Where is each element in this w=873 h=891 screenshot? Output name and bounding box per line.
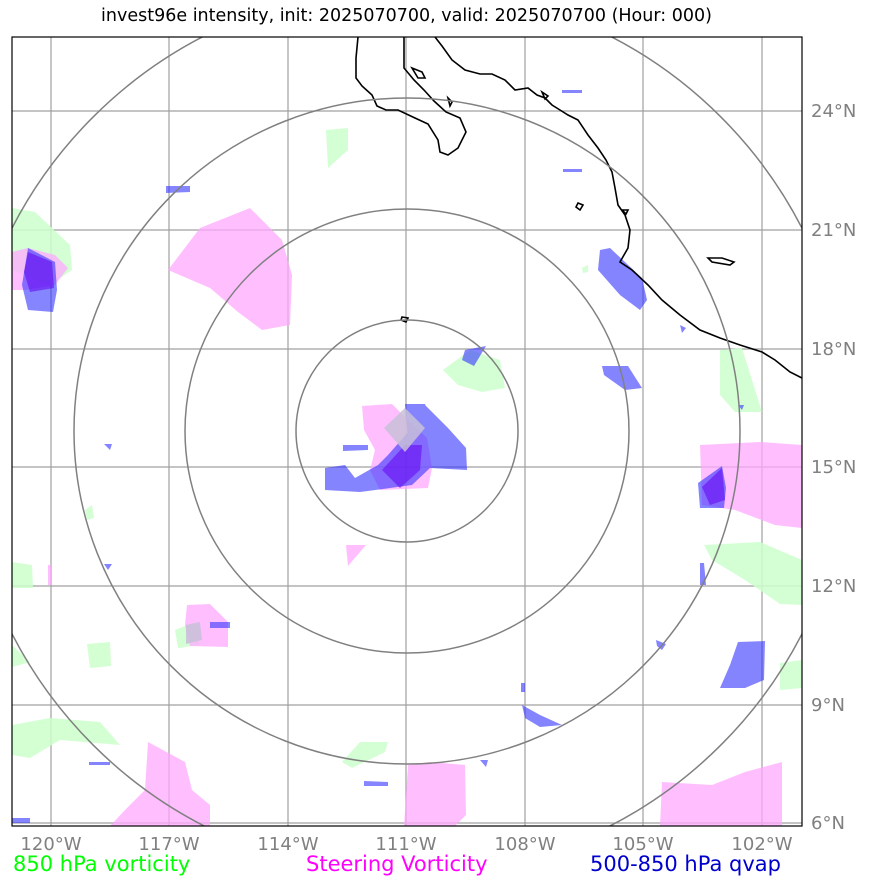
lat-tick-label: 12°N <box>811 576 856 597</box>
lat-tick-label: 24°N <box>811 101 856 122</box>
lon-tick-label: 105°W <box>612 834 673 855</box>
map-title: invest96e intensity, init: 2025070700, v… <box>101 6 712 26</box>
map-frame <box>11 36 803 827</box>
lat-tick-label: 21°N <box>811 220 856 241</box>
legend-steering-vorticity: Steering Vorticity <box>306 852 488 876</box>
lat-tick-label: 9°N <box>811 695 845 716</box>
lon-tick-label: 120°W <box>20 834 81 855</box>
legend-qvap: 500-850 hPa qvap <box>590 852 781 876</box>
coastline <box>355 37 802 379</box>
lon-tick-label: 102°W <box>731 834 792 855</box>
lon-tick-labels: 120°W 117°W 114°W 111°W 108°W 105°W 102°… <box>20 834 792 855</box>
qvap-field <box>12 90 765 823</box>
lon-tick-label: 108°W <box>494 834 555 855</box>
range-rings <box>12 37 802 826</box>
lat-tick-label: 18°N <box>811 339 856 360</box>
legend-850-vorticity: 850 hPa vorticity <box>13 852 191 876</box>
lon-tick-label: 117°W <box>138 834 199 855</box>
lat-tick-labels: 24°N 21°N 18°N 15°N 12°N 9°N 6°N <box>811 101 856 834</box>
lon-tick-label: 114°W <box>257 834 318 855</box>
overlap-cores <box>24 252 725 505</box>
steering-vorticity-field <box>12 208 802 826</box>
lon-tick-label: 111°W <box>375 834 436 855</box>
lat-tick-label: 15°N <box>811 457 856 478</box>
lat-tick-label: 6°N <box>811 813 845 834</box>
overlap-grey-patches <box>186 408 425 644</box>
